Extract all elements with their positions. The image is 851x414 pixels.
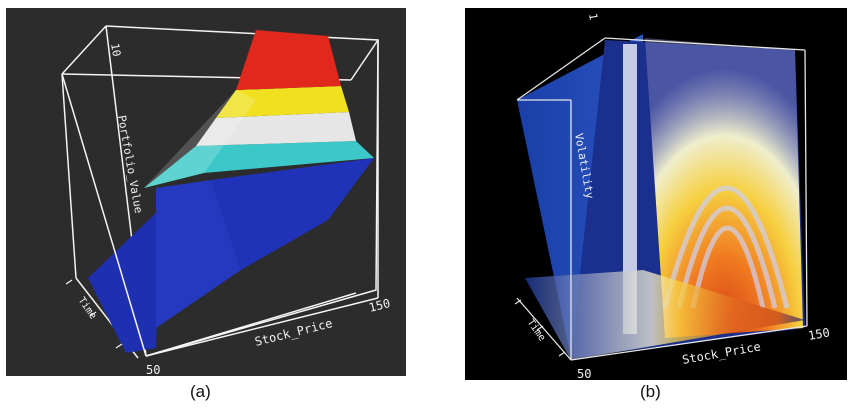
panel-a-surface-blue-right (211, 158, 374, 270)
tick (65, 279, 73, 285)
panel-b: 1 Volatility Stock_Price 50 150 Time (465, 8, 847, 380)
panel-a-caption: (a) (190, 382, 211, 401)
panel-b-box-edge (804, 49, 808, 327)
panel-b-white-streak (623, 44, 637, 334)
panel-a-surface-blue-left (88, 208, 161, 353)
panel-b-arc (676, 205, 778, 309)
panel-a-vertical-top-tick: 10 (108, 42, 123, 57)
panel-a-horizontal-axis-start: 50 (146, 363, 160, 376)
panel-a: 10 Portfolio_Value Stock_Price 50 150 Ti… (6, 8, 406, 376)
panel-b-horizontal-axis-label: Stock_Price (681, 339, 762, 367)
panel-b-floor (525, 270, 805, 360)
panel-b-arc (662, 185, 790, 309)
panel-a-depth-axis-label: Time (76, 295, 99, 321)
panel-a-surface-cyan (144, 141, 374, 188)
panel-a-depth-ticks (65, 279, 123, 349)
panel-a-3d-plot: 10 Portfolio_Value Stock_Price 50 150 Ti… (61, 25, 392, 376)
panel-a-box-edge (350, 39, 379, 81)
tick (558, 351, 566, 357)
panel-b-contour-arcs (662, 185, 790, 309)
panel-a-horizontal-axis-end: 150 (367, 296, 391, 315)
panel-b-arc (690, 225, 766, 309)
panel-a-vertical-axis-label: Portfolio_Value (115, 114, 145, 214)
tick (536, 325, 544, 331)
panel-b-box-edge (570, 325, 808, 361)
panel-b-3d-plot: 1 Volatility Stock_Price 50 150 Time (514, 12, 831, 380)
panel-b-box-edge (516, 37, 606, 101)
tick (514, 299, 522, 305)
panel-a-surface-white (196, 112, 356, 146)
panel-a-box-edge (61, 25, 107, 75)
panel-b-bounding-box (516, 37, 808, 361)
panel-b-box-edge (604, 37, 806, 51)
panel-b-depth-axis-label: Time (525, 317, 548, 343)
panel-a-box-back (105, 25, 379, 357)
panel-a-surface-fold (144, 90, 256, 188)
panel-b-box-edge (516, 297, 572, 361)
panel-b-vertical-top-tick: 1 (586, 12, 600, 21)
panel-a-front-edges (61, 40, 379, 357)
panel-a-box-edge (145, 292, 357, 357)
panel-b-depth-ticks (514, 299, 566, 357)
tick (89, 311, 97, 317)
tick (115, 343, 123, 349)
panel-a-surface-red (236, 30, 341, 90)
panel-a-box-edge (61, 73, 77, 279)
panel-a-surface-blue-mid (156, 180, 241, 328)
panel-a-box-edge (145, 297, 379, 357)
panel-a-box-edge (61, 73, 147, 357)
panel-a-surface-yellow (216, 86, 349, 118)
panel-b-horizontal-axis-end: 150 (807, 325, 831, 343)
panel-b-caption: (b) (640, 382, 661, 401)
panel-a-bounding-box (61, 25, 379, 359)
panel-b-horizontal-axis-start: 50 (577, 367, 591, 380)
